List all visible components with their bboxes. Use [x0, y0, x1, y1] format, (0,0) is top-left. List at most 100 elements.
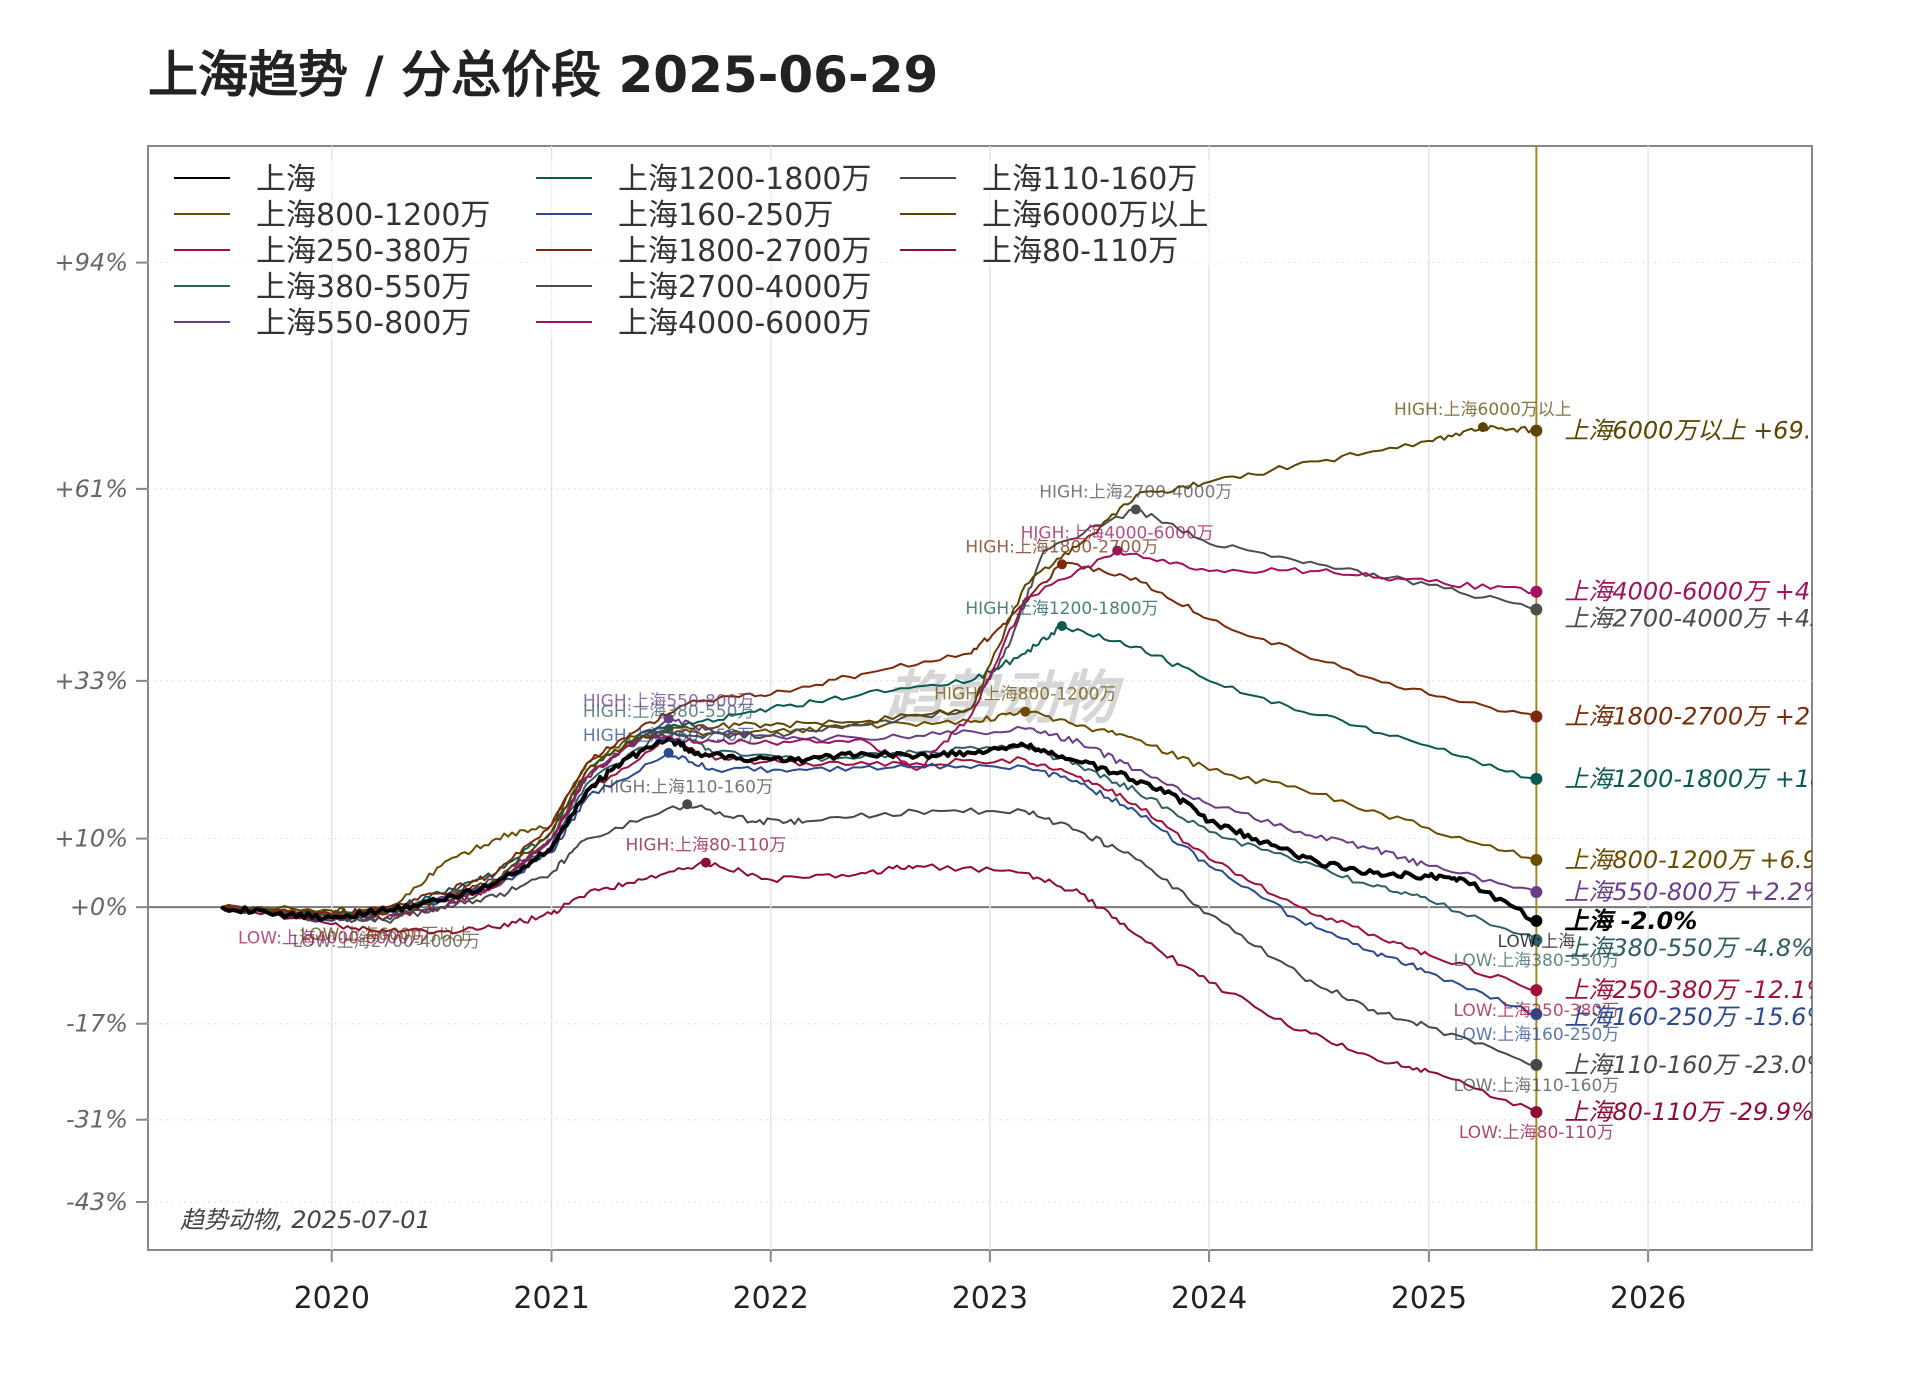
series-low-label: LOW:上海110-160万: [1453, 1076, 1619, 1096]
legend: 上海上海800-1200万上海250-380万上海380-550万上海550-8…: [168, 160, 1244, 341]
series-line: [221, 561, 1537, 917]
y-tick-label: -31%: [66, 1106, 128, 1134]
legend-label: 上海110-160万: [982, 162, 1197, 197]
series-end-dot: [1530, 1106, 1543, 1119]
series-high-dot: [663, 747, 674, 758]
series-end-dot: [1530, 424, 1543, 437]
source-note: 趋势动物, 2025-07-01: [180, 1206, 431, 1234]
axis-labels: +94% +61% +33% +10% +0% -17% -31% -43% 2020 2021 2…: [55, 249, 1687, 1316]
series-low-label: LOW:上海380-550万: [1453, 951, 1619, 971]
x-tick-label: 2024: [1171, 1281, 1247, 1316]
series-high-label: HIGH:上海800-1200万: [934, 685, 1116, 705]
legend-label: 上海4000-6000万: [618, 306, 872, 341]
x-tick-label: 2021: [513, 1281, 589, 1316]
y-tick-label: +61%: [55, 475, 128, 503]
chart-title: 上海趋势 / 分总价段 2025-06-29: [148, 46, 938, 104]
series-end-dot: [1530, 772, 1543, 785]
series-high-label: HIGH:上海80-110万: [626, 836, 787, 856]
series-line: [221, 508, 1537, 924]
series-high-dot: [1130, 504, 1141, 515]
legend-label: 上海380-550万: [256, 270, 471, 305]
series-end-label: 上海80-110万 -29.9%: [1564, 1098, 1814, 1126]
series-high-label: HIGH:上海4000-6000万: [1021, 524, 1214, 544]
series-end-dot: [1530, 1008, 1543, 1021]
legend-label: 上海250-380万: [256, 234, 471, 269]
series-high-label: HIGH:上海550-800万: [583, 692, 755, 712]
x-tick-label: 2022: [733, 1281, 809, 1316]
series-low-label: LOW:上海: [1497, 932, 1575, 952]
series-low-label: LOW:上海2700-4000万: [293, 932, 480, 952]
y-tick-label: +33%: [55, 667, 128, 695]
x-tick-label: 2020: [294, 1281, 370, 1316]
series-high-label: HIGH:上海2700-4000万: [1039, 482, 1232, 502]
y-tick-label: +10%: [55, 825, 128, 853]
series-end-label: 上海550-800万 +2.2%: [1564, 878, 1825, 906]
plot-frame: [147, 145, 1813, 1251]
legend-label: 上海160-250万: [618, 198, 833, 233]
series-lines: [220, 422, 1543, 1119]
series-line: [221, 803, 1537, 1066]
x-tick-label: 2026: [1610, 1281, 1686, 1316]
series-end-label: 上海110-160万 -23.0%: [1564, 1051, 1829, 1079]
series-low-label: LOW:上海80-110万: [1459, 1123, 1614, 1143]
grid-lines: [136, 146, 1812, 1262]
legend-label: 上海: [256, 162, 316, 197]
series-end-label: 上海 -2.0%: [1564, 907, 1697, 935]
series-end-label: 上海2700-4000万 +43.4%: [1564, 605, 1871, 633]
series-end-label: 上海1800-2700万 +27.8%: [1564, 703, 1871, 731]
series-high-label: HIGH:上海110-160万: [601, 777, 773, 797]
y-tick-label: -17%: [66, 1010, 128, 1038]
series-high-label: HIGH:上海1200-1800万: [965, 599, 1158, 619]
series-end-dot: [1530, 934, 1543, 947]
series-high-dot: [700, 857, 711, 868]
legend-label: 上海1200-1800万: [618, 162, 872, 197]
series-end-label: 上海1200-1800万 +18.7%: [1564, 765, 1871, 793]
legend-label: 上海2700-4000万: [618, 270, 872, 305]
series-line: [221, 751, 1537, 1016]
series-end-dot: [1530, 585, 1543, 598]
series-line: [221, 717, 1537, 920]
series-line: [220, 737, 1537, 923]
series-end-dot: [1530, 603, 1543, 616]
series-end-label: 上海250-380万 -12.1%: [1564, 976, 1829, 1004]
series-end-dot: [1530, 984, 1543, 997]
y-tick-label: +0%: [70, 893, 128, 921]
series-end-dot: [1530, 1058, 1543, 1071]
series-end-label: 上海160-250万 -15.6%: [1564, 1003, 1829, 1031]
series-high-dot: [1112, 545, 1123, 556]
legend-label: 上海80-110万: [982, 234, 1178, 269]
series-end-dot: [1530, 710, 1543, 723]
series-end-dot: [1530, 914, 1543, 927]
series-high-dot: [682, 799, 693, 810]
series-high-dot: [1056, 621, 1067, 631]
y-tick-label: -43%: [66, 1188, 128, 1216]
legend-label: 上海550-800万: [256, 306, 471, 341]
legend-label: 上海6000万以上: [982, 198, 1208, 233]
series-low-label: LOW:上海250-380万: [1453, 1001, 1619, 1021]
series-high-label: HIGH:上海380-550万: [583, 702, 755, 722]
series-high-label: HIGH:上海1800-2700万: [965, 537, 1158, 557]
end-labels: HIGH:上海800-1200万 LOW:上海250-380万 HIGH:上海380…: [238, 400, 1871, 1143]
watermark: 趋势动物: [883, 664, 1125, 732]
x-tick-label: 2025: [1391, 1281, 1467, 1316]
legend-label: 上海800-1200万: [256, 198, 490, 233]
y-tick-label: +94%: [55, 249, 128, 277]
series-high-dot: [1056, 559, 1067, 570]
series-end-label: 上海4000-6000万 +46.0%: [1564, 578, 1871, 606]
series-line: [221, 861, 1537, 1114]
series-end-dot: [1530, 853, 1543, 866]
series-high-label: HIGH:上海6000万以上: [1394, 400, 1572, 420]
series-low-label: LOW:上海6000万以上: [300, 925, 472, 945]
series-low-label: LOW:上海160-250万: [1453, 1025, 1619, 1045]
series-end-label: 上海380-550万 -4.8%: [1564, 934, 1814, 962]
series-low-label: LOW:上海4000-6000万: [238, 928, 425, 948]
legend-label: 上海1800-2700万: [618, 234, 872, 269]
series-line: [221, 708, 1537, 918]
series-high-label: HIGH:上海160-250万: [583, 726, 755, 746]
series-high-dot: [1020, 706, 1031, 717]
series-end-label: 上海6000万以上 +69.5%: [1564, 417, 1849, 445]
x-tick-label: 2023: [952, 1281, 1028, 1316]
series-end-label: 上海800-1200万 +6.9%: [1564, 846, 1840, 874]
series-high-dot: [1477, 422, 1488, 433]
